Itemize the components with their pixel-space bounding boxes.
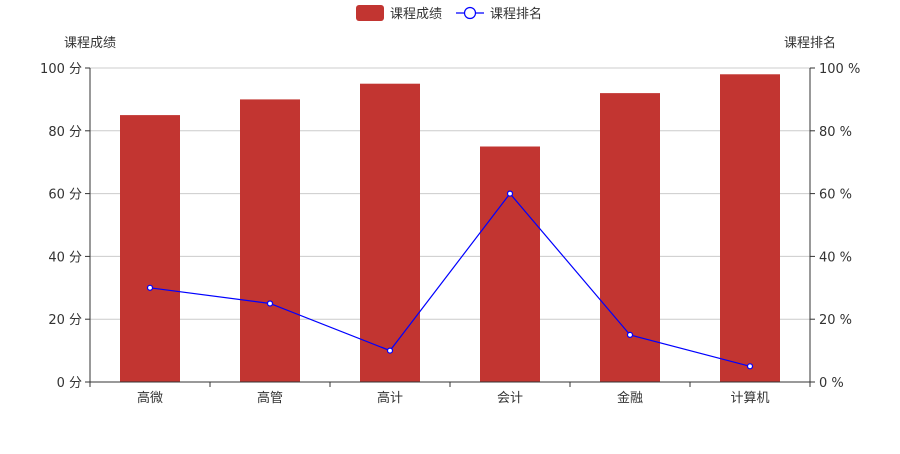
right-axis-tick-label: 0 %: [819, 376, 844, 391]
ranking-point[interactable]: [626, 331, 634, 338]
x-axis-category-label: 高管: [257, 390, 283, 406]
right-axis-tick-label: 60 %: [819, 188, 852, 203]
grid-lines: [90, 67, 810, 320]
legend-item-bar[interactable]: 课程成绩: [356, 5, 442, 22]
left-axis-tick-label: 80 分: [48, 125, 82, 140]
bar-series: [120, 74, 780, 383]
legend-line-label: 课程排名: [490, 6, 542, 22]
right-axis-tick-label: 100 %: [819, 62, 860, 77]
x-axis-category-label: 会计: [497, 391, 523, 406]
bar[interactable]: [120, 115, 180, 382]
axes: [85, 67, 815, 387]
ranking-point[interactable]: [746, 363, 754, 370]
legend-bar-swatch: [356, 5, 384, 21]
x-axis-category-label: 高微: [137, 390, 163, 406]
right-axis-name: 课程排名: [784, 35, 836, 51]
left-axis-tick-label: 0 分: [57, 376, 82, 391]
legend-item-line[interactable]: 课程排名: [456, 6, 542, 22]
ranking-point[interactable]: [146, 284, 154, 291]
left-axis-tick-label: 40 分: [48, 250, 82, 265]
legend-bar-label: 课程成绩: [390, 7, 442, 22]
bar[interactable]: [480, 146, 540, 383]
left-axis-tick-label: 100 分: [40, 62, 82, 77]
bar[interactable]: [360, 83, 420, 382]
left-axis-tick-label: 20 分: [48, 313, 82, 328]
x-axis-category-label: 计算机: [730, 391, 769, 406]
bar[interactable]: [600, 93, 660, 383]
ranking-point[interactable]: [506, 190, 514, 197]
legend-line-marker: [463, 6, 477, 20]
right-axis-tick-label: 20 %: [819, 313, 852, 328]
x-axis-category-label: 高计: [377, 390, 403, 406]
tick-labels: 0 分 20 分 40 分 60 分 80 分 100 分 0 % 20 % 40 % 60 % 8…: [40, 62, 860, 406]
ranking-point[interactable]: [266, 300, 274, 307]
left-axis-tick-label: 60 分: [48, 188, 82, 203]
left-axis-name: 课程成绩: [64, 36, 116, 51]
right-axis-tick-label: 40 %: [819, 250, 852, 265]
ranking-point[interactable]: [386, 347, 394, 354]
ranking-line: [149, 192, 751, 367]
bar[interactable]: [720, 74, 780, 382]
x-axis-category-label: 金融: [617, 390, 643, 406]
bar[interactable]: [240, 99, 300, 383]
legend[interactable]: 课程成绩 课程排名: [356, 5, 542, 22]
line-series: [146, 190, 754, 370]
right-axis-tick-label: 80 %: [819, 125, 852, 140]
